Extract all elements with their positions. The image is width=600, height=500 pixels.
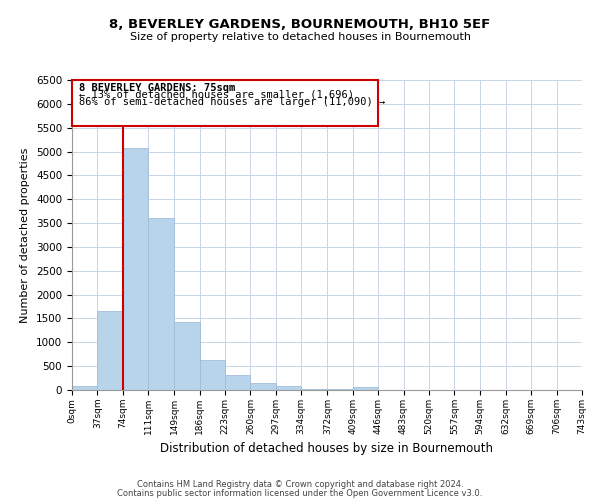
Bar <box>123 148 148 390</box>
Bar <box>72 80 378 126</box>
Text: 8 BEVERLEY GARDENS: 75sqm: 8 BEVERLEY GARDENS: 75sqm <box>79 82 235 92</box>
Text: Contains public sector information licensed under the Open Government Licence v3: Contains public sector information licen… <box>118 489 482 498</box>
Text: Size of property relative to detached houses in Bournemouth: Size of property relative to detached ho… <box>130 32 470 42</box>
Bar <box>250 382 276 390</box>
X-axis label: Distribution of detached houses by size in Bournemouth: Distribution of detached houses by size … <box>161 442 493 456</box>
Y-axis label: Number of detached properties: Number of detached properties <box>20 148 31 322</box>
Bar <box>276 386 301 390</box>
Bar <box>200 360 225 390</box>
Text: 8, BEVERLEY GARDENS, BOURNEMOUTH, BH10 5EF: 8, BEVERLEY GARDENS, BOURNEMOUTH, BH10 5… <box>109 18 491 30</box>
Bar <box>301 388 328 390</box>
Bar <box>225 376 250 390</box>
Bar <box>72 386 97 390</box>
Bar <box>174 322 200 390</box>
Bar <box>148 218 174 390</box>
Text: ← 13% of detached houses are smaller (1,696): ← 13% of detached houses are smaller (1,… <box>79 90 354 100</box>
Text: 86% of semi-detached houses are larger (11,090) →: 86% of semi-detached houses are larger (… <box>79 97 385 107</box>
Bar <box>97 312 123 390</box>
Bar <box>353 388 378 390</box>
Text: Contains HM Land Registry data © Crown copyright and database right 2024.: Contains HM Land Registry data © Crown c… <box>137 480 463 489</box>
